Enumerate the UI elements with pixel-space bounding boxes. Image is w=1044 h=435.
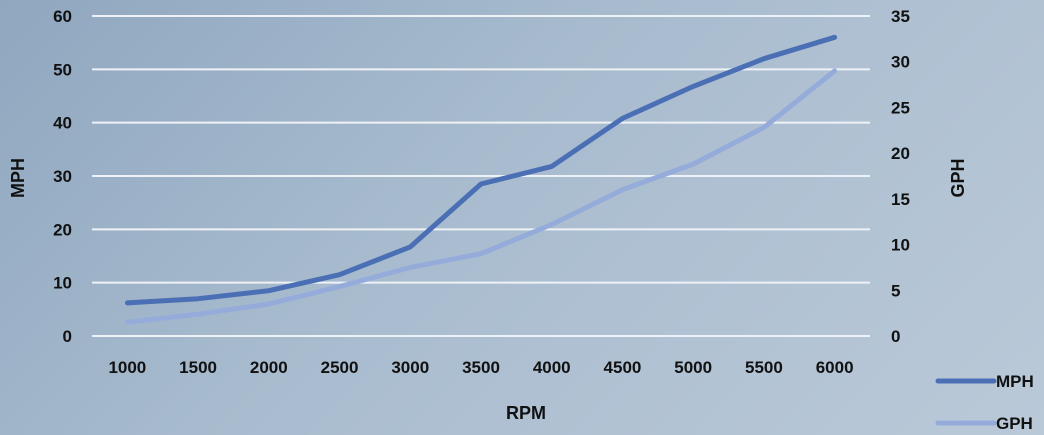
y-tick-label-30: 30 [53,167,72,186]
x-tick-label-6000: 6000 [816,358,854,377]
y2-axis-title: GPH [948,158,968,197]
y-tick-label-40: 40 [53,114,72,133]
x-tick-label-1500: 1500 [179,358,217,377]
x-tick-label-3000: 3000 [391,358,429,377]
x-tick-label-5000: 5000 [674,358,712,377]
y2-tick-label-30: 30 [891,53,910,72]
y-tick-label-20: 20 [53,220,72,239]
x-tick-label-2000: 2000 [250,358,288,377]
x-tick-label-4500: 4500 [604,358,642,377]
y-axis-title: MPH [8,158,28,198]
x-axis-title: RPM [506,403,546,423]
series-lines [124,34,838,325]
y2-tick-label-0: 0 [891,327,900,346]
y2-tick-label-10: 10 [891,236,910,255]
legend: MPH GPH [935,372,1034,433]
x-tick-label-5500: 5500 [745,358,783,377]
y-tick-label-60: 60 [53,7,72,26]
y-tick-label-0: 0 [63,327,72,346]
series-line-gph [124,68,838,325]
x-tick-label-4000: 4000 [533,358,571,377]
gridlines [92,15,870,337]
y2-tick-label-25: 25 [891,98,910,117]
y2-tick-label-20: 20 [891,144,910,163]
x-tick-label-1000: 1000 [108,358,146,377]
tick-labels: 0 10 20 30 40 50 60 0 5 10 15 20 25 30 35 1000 1500 2000 2… [53,7,910,377]
y2-tick-label-5: 5 [891,281,900,300]
legend-label-gph: GPH [996,414,1033,433]
y-tick-label-50: 50 [53,60,72,79]
y2-tick-label-15: 15 [891,190,910,209]
y-tick-label-10: 10 [53,274,72,293]
x-tick-label-3500: 3500 [462,358,500,377]
legend-label-mph: MPH [996,372,1034,391]
y2-tick-label-35: 35 [891,7,910,26]
series-line-mph [124,34,838,306]
x-tick-label-2500: 2500 [321,358,359,377]
